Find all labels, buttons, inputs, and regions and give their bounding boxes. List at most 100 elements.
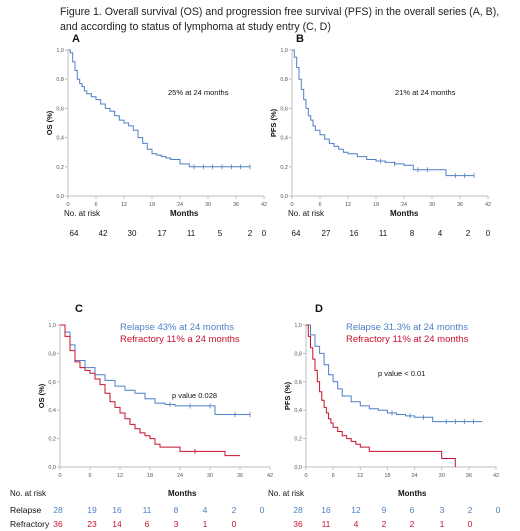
panel-c-at-risk-relapse-value: 4 (203, 505, 208, 515)
panel-b-ytick-label: 0,0 (280, 194, 288, 200)
panel-b-ytick-label: 0,6 (280, 106, 288, 112)
panel-b-xtick-label: 0 (290, 202, 293, 208)
panel-a-at-risk-value: 0 (262, 229, 267, 238)
panel-d-at-risk-refractory-value: 0 (468, 519, 473, 529)
panel-c-at-risk-relapse-value: 16 (112, 505, 122, 515)
panel-b-ytick-label: 0,4 (280, 136, 288, 142)
panel-c-at-risk-relapse-value: 0 (260, 505, 265, 515)
panel-b-at-risk-value: 0 (486, 229, 491, 238)
panel-a-at-risk-value: 42 (99, 229, 108, 238)
panel-b-at-risk-value: 11 (379, 229, 388, 238)
panel-b-xtick-label: 18 (373, 202, 379, 208)
panel-d-xtick-label: 30 (439, 473, 445, 479)
panel-c-ytick-label: 0,4 (48, 408, 56, 414)
panel-c-at-risk-refractory-value: 1 (203, 519, 208, 529)
panel-d-ytick-label: 0,0 (294, 465, 302, 471)
panel-c-at-risk-relapse-value: 19 (87, 505, 97, 515)
panel-c-xtick-label: 24 (177, 473, 183, 479)
panel-c-xtick-label: 0 (58, 473, 61, 479)
panel-b-ytick-label: 0,2 (280, 165, 288, 171)
panel-a-at-risk-value: 17 (158, 229, 167, 238)
panel-a-y-axis-label: OS (%) (45, 110, 54, 135)
panel-d-at-risk-relapse-value: 9 (382, 505, 387, 515)
panel-a-annotation: 25% at 24 months (168, 88, 229, 97)
panel-b-at-risk-value: 2 (466, 229, 471, 238)
panel-c-at-risk-relapse-value: 11 (143, 505, 152, 515)
panel-c-legend-refractory: Refractory 11% a 24 months (120, 334, 240, 345)
panel-b-at-risk-value: 16 (350, 229, 359, 238)
panel-a-ytick-label: 0,0 (56, 194, 64, 200)
panel-a-xtick-label: 6 (94, 202, 97, 208)
panel-a-ytick-label: 0,8 (56, 77, 64, 83)
panel-c-refractory-curve (60, 324, 240, 457)
panel-d-xtick-label: 0 (304, 473, 307, 479)
panel-d-at-risk-relapse-value: 3 (440, 505, 445, 515)
panel-c-at-risk-refractory-value: 6 (145, 519, 150, 529)
panel-d-at-risk-relapse-value: 2 (468, 505, 473, 515)
panel-d-at-risk-relapse-value: 28 (293, 505, 303, 515)
panel-a-at-risk-value: 2 (248, 229, 253, 238)
panel-a-at-risk-value: 11 (187, 229, 196, 238)
panel-a-xtick-label: 18 (149, 202, 155, 208)
panel-c-ytick-label: 0,0 (48, 465, 56, 471)
panel-c-at-risk-refractory-value: 23 (87, 519, 97, 529)
panel-c-xtick-label: 18 (147, 473, 153, 479)
panel-d-at-risk-refractory-value: 2 (382, 519, 387, 529)
panel-c-letter: C (75, 303, 83, 315)
panel-d-at-risk-relapse-value: 16 (321, 505, 331, 515)
panel-d-legend-refractory: Refractory 11% at 24 months (346, 334, 469, 345)
panel-c-at-risk-relapse-value: 2 (232, 505, 237, 515)
panel-d-at-risk-label: No. at risk (268, 489, 305, 498)
panel-a-at-risk-label: No. at risk (64, 209, 101, 218)
panel-b-at-risk-value: 8 (410, 229, 415, 238)
panel-a-at-risk-value: 64 (70, 229, 79, 238)
panel-b-xtick-label: 12 (345, 202, 351, 208)
panel-c-annotation: p value 0.028 (172, 391, 217, 400)
panel-a-xtick-label: 0 (66, 202, 69, 208)
panel-b-letter: B (296, 33, 304, 45)
panel-a-at-risk-value: 30 (128, 229, 137, 238)
panel-d-ytick-label: 0,2 (294, 437, 302, 443)
panel-d-letter: D (315, 303, 323, 315)
panel-d-refractory-curve (306, 324, 456, 467)
panel-d-ytick-label: 0,8 (294, 351, 302, 357)
panel-d-xtick-label: 24 (412, 473, 418, 479)
panel-c-at-risk-relapse-value: 28 (53, 505, 63, 515)
panel-b-at-risk-value: 64 (292, 229, 301, 238)
caption-line-2: and according to status of lymphoma at s… (60, 21, 331, 33)
panel-c-at-risk-refractory-value: 14 (112, 519, 122, 529)
panel-b-y-axis-label: PFS (%) (269, 108, 278, 137)
panel-b-ytick-label: 1,0 (280, 48, 288, 54)
panel-d-at-risk-relapse-value: 0 (496, 505, 501, 515)
panel-a-xtick-label: 24 (177, 202, 183, 208)
panel-a-ytick-label: 0,2 (56, 165, 64, 171)
panel-c-x-axis-label: Months (168, 489, 197, 498)
panel-c-ytick-label: 0,2 (48, 437, 56, 443)
panel-b-xtick-label: 36 (457, 202, 463, 208)
panel-a-ytick-label: 1,0 (56, 48, 64, 54)
panel-c-at-risk-refractory-value: 0 (232, 519, 237, 529)
panel-c-at-risk-row-label: Refractory (10, 519, 50, 529)
panel-b-annotation: 21% at 24 months (395, 88, 456, 97)
panel-b-xtick-label: 42 (485, 202, 491, 208)
panel-b-xtick-label: 30 (429, 202, 435, 208)
panel-d-xtick-label: 12 (357, 473, 363, 479)
panel-d-xtick-label: 18 (384, 473, 390, 479)
panel-c-at-risk-refractory-value: 36 (53, 519, 63, 529)
panel-b-at-risk-value: 27 (322, 229, 331, 238)
panel-c-ytick-label: 0,6 (48, 380, 56, 386)
panel-b-x-axis-label: Months (390, 209, 419, 218)
panel-a-letter: A (72, 33, 80, 45)
panel-c-at-risk-refractory-value: 3 (174, 519, 179, 529)
panel-b-at-risk-value: 4 (438, 229, 443, 238)
panel-a-series-curve (68, 49, 250, 168)
panel-a-xtick-label: 12 (121, 202, 127, 208)
panel-a-at-risk-value: 5 (218, 229, 223, 238)
panel-d-x-axis-label: Months (398, 489, 427, 498)
panel-c-ytick-label: 1,0 (48, 323, 56, 329)
panel-d-ytick-label: 0,6 (294, 380, 302, 386)
panel-c-at-risk-label: No. at risk (10, 489, 47, 498)
panel-d-ytick-label: 0,4 (294, 408, 302, 414)
panel-c-ytick-label: 0,8 (48, 351, 56, 357)
panel-b-ytick-label: 0,8 (280, 77, 288, 83)
